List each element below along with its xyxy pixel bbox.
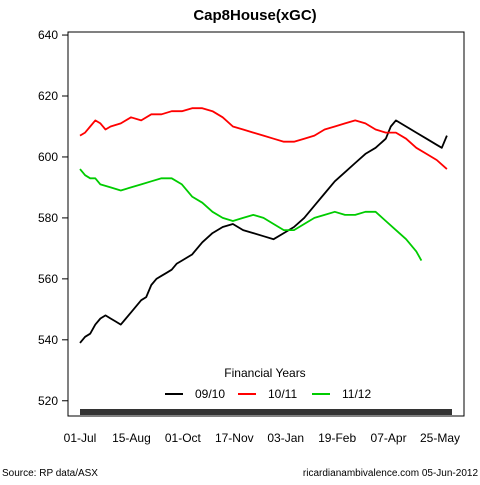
- x-axis-band: [80, 409, 452, 415]
- legend-label-2: 10/11: [268, 387, 297, 401]
- series-line-2: [79, 107, 448, 170]
- source-note: Source: RP data/ASX: [2, 468, 98, 479]
- series-line-3: [79, 168, 423, 262]
- y-tick-label: 560: [38, 272, 58, 286]
- x-tick-label: 01-Oct: [165, 431, 202, 445]
- x-tick-label: 25-May: [420, 431, 460, 445]
- legend-items: 09/10 10/11 11/12: [165, 387, 371, 401]
- x-tick-label: 15-Aug: [112, 431, 151, 445]
- y-tick-label: 520: [38, 394, 58, 408]
- x-tick-label: 19-Feb: [318, 431, 356, 445]
- series-line-1: [79, 119, 448, 344]
- plot-frame: [67, 31, 465, 417]
- y-tick-label: 540: [38, 333, 58, 347]
- legend-label-3: 11/12: [342, 387, 371, 401]
- x-axis: 01-Jul 15-Aug 01-Oct 17-Nov 03-Jan 19-Feb 07-A…: [64, 431, 460, 445]
- chart-title: Cap8House(xGC): [193, 7, 316, 24]
- legend-label-1: 09/10: [195, 387, 225, 401]
- y-tick-label: 600: [38, 150, 58, 164]
- y-axis: 520 540 560 580 600 620 640: [38, 28, 68, 408]
- legend-title: Financial Years: [224, 366, 305, 380]
- legend: Financial Years 09/10 10/11 11/12: [165, 366, 371, 401]
- credit-note: ricardianambivalence.com 05-Jun-2012: [303, 468, 479, 479]
- x-tick-label: 07-Apr: [371, 431, 407, 445]
- x-tick-label: 01-Jul: [64, 431, 97, 445]
- x-tick-label: 17-Nov: [215, 431, 254, 445]
- x-tick-label: 03-Jan: [267, 431, 304, 445]
- y-tick-label: 620: [38, 89, 58, 103]
- y-tick-label: 640: [38, 28, 58, 42]
- series-group: [79, 107, 448, 344]
- y-tick-label: 580: [38, 211, 58, 225]
